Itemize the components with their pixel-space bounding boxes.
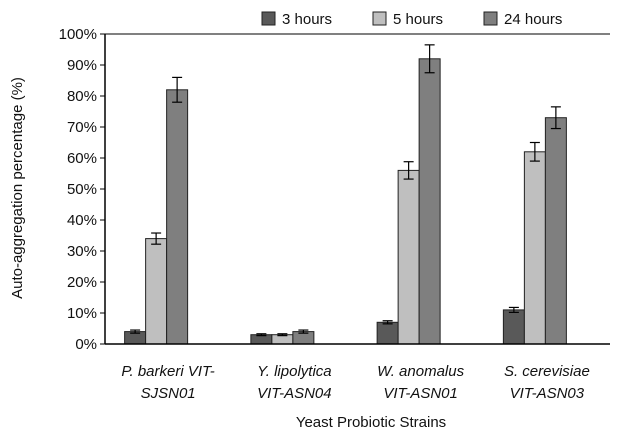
- y-tick-label: 50%: [67, 181, 97, 198]
- bar-3-hours-3: [502, 309, 525, 345]
- bar-24-hours-3: [544, 117, 567, 345]
- bar-24-hours-0: [166, 89, 189, 345]
- bar-24-hours-2: [418, 58, 441, 345]
- x-axis-categories: P. barkeri VIT- SJSN01 Y. lipolytica VIT-AS…: [121, 363, 589, 402]
- legend-label: 5 hours: [393, 11, 443, 28]
- y-tick-label: 40%: [67, 212, 97, 229]
- x-category-label: S. cerevisiae: [504, 363, 590, 380]
- x-category-label: Y. lipolytica: [257, 363, 332, 380]
- x-category-label: VIT-ASN04: [257, 385, 331, 402]
- bar-5-hours-0: [145, 238, 168, 345]
- bar-3-hours-2: [376, 321, 399, 345]
- x-axis-label: Yeast Probiotic Strains: [296, 414, 446, 431]
- y-tick-label: 10%: [67, 305, 97, 322]
- y-tick-label: 60%: [67, 150, 97, 167]
- y-tick-label: 80%: [67, 88, 97, 105]
- legend: 3 hours 5 hours 24 hours: [261, 11, 562, 28]
- y-axis-ticks: 0% 10% 20% 30% 40% 50% 60% 70% 80% 90% 100%: [59, 26, 105, 353]
- legend-label: 3 hours: [282, 11, 332, 28]
- y-axis-label: Auto-aggregation percentage (%): [9, 77, 26, 299]
- legend-swatch: [261, 11, 276, 26]
- legend-swatch: [483, 11, 498, 26]
- x-category-label: VIT-ASN03: [510, 385, 585, 402]
- x-category-label: P. barkeri VIT-: [121, 363, 214, 380]
- bar-5-hours-3: [523, 151, 546, 345]
- x-category-label: VIT-ASN01: [383, 385, 457, 402]
- axes: [104, 33, 610, 345]
- y-tick-label: 20%: [67, 274, 97, 291]
- legend-label: 24 hours: [504, 11, 562, 28]
- x-category-label: W. anomalus: [377, 363, 464, 380]
- bar-5-hours-2: [397, 169, 420, 345]
- error-bars: [130, 44, 561, 337]
- y-tick-label: 30%: [67, 243, 97, 260]
- y-tick-label: 70%: [67, 119, 97, 136]
- legend-swatch: [372, 11, 387, 26]
- y-tick-label: 100%: [59, 26, 97, 43]
- x-category-label: SJSN01: [141, 385, 196, 402]
- y-tick-label: 90%: [67, 57, 97, 74]
- bars: [124, 58, 567, 345]
- y-tick-label: 0%: [75, 336, 97, 353]
